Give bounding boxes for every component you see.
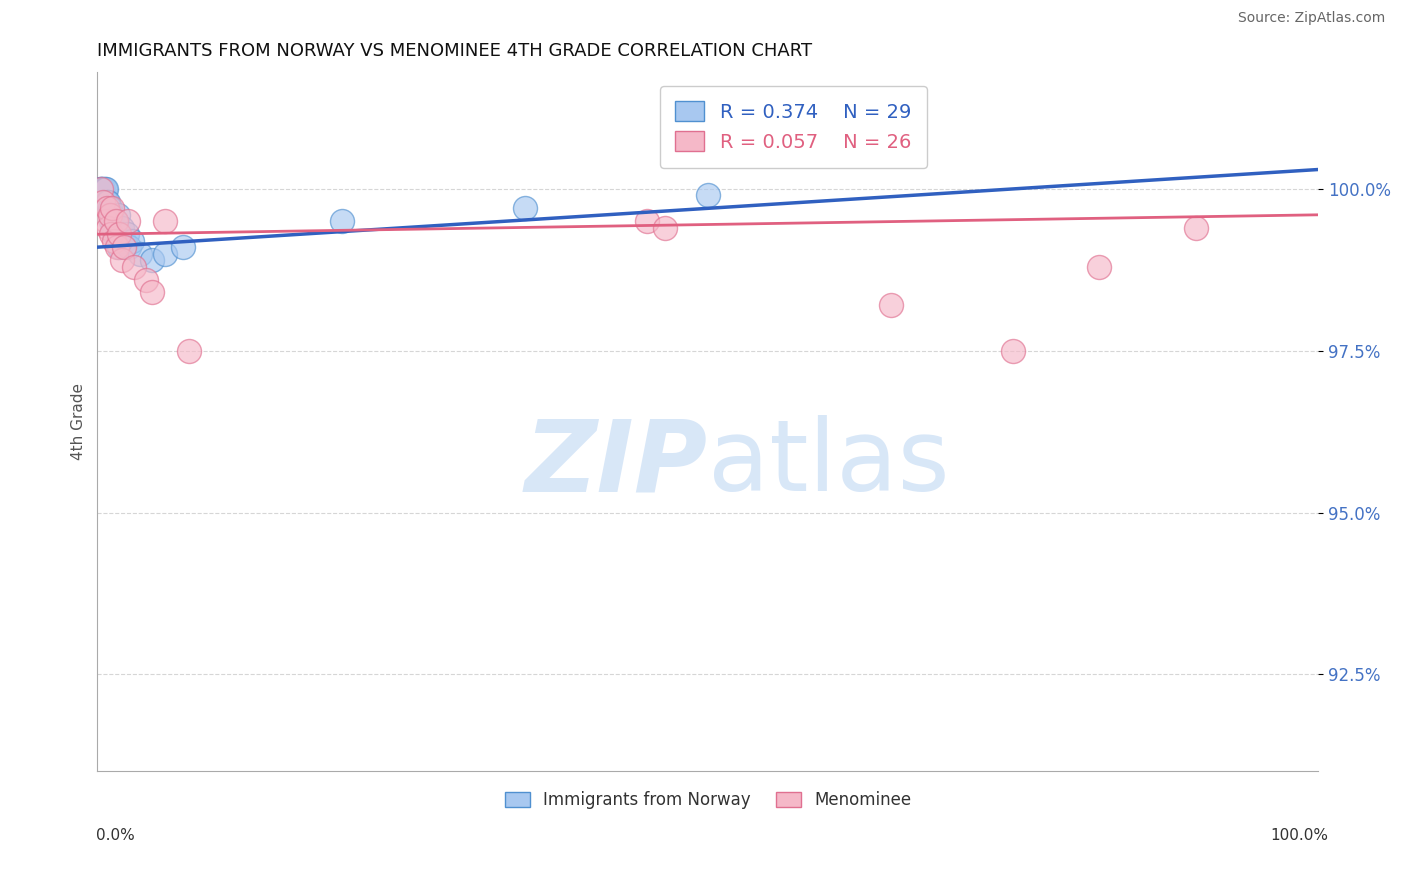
Point: [654, 220, 676, 235]
Point: [93, 182, 115, 196]
Point: [172, 240, 194, 254]
Point: [97, 194, 120, 209]
Text: 100.0%: 100.0%: [1271, 829, 1329, 843]
Point: [636, 214, 658, 228]
Point: [1185, 220, 1208, 235]
Point: [108, 227, 131, 242]
Point: [103, 234, 125, 248]
Point: [129, 246, 152, 260]
Text: IMMIGRANTS FROM NORWAY VS MENOMINEE 4TH GRADE CORRELATION CHART: IMMIGRANTS FROM NORWAY VS MENOMINEE 4TH …: [97, 42, 813, 60]
Point: [880, 298, 903, 312]
Point: [96, 194, 118, 209]
Point: [108, 240, 131, 254]
Point: [97, 220, 120, 235]
Point: [135, 272, 157, 286]
Y-axis label: 4th Grade: 4th Grade: [72, 384, 86, 460]
Point: [122, 260, 145, 274]
Point: [112, 234, 135, 248]
Point: [98, 208, 121, 222]
Text: Source: ZipAtlas.com: Source: ZipAtlas.com: [1237, 12, 1385, 25]
Text: ZIP: ZIP: [524, 416, 707, 512]
Point: [94, 214, 117, 228]
Point: [93, 194, 115, 209]
Point: [107, 208, 129, 222]
Point: [115, 227, 138, 242]
Point: [98, 202, 121, 216]
Point: [696, 188, 718, 202]
Point: [90, 182, 112, 196]
Point: [89, 182, 111, 196]
Point: [90, 182, 112, 196]
Point: [104, 214, 127, 228]
Point: [101, 202, 124, 216]
Point: [100, 227, 122, 242]
Point: [513, 202, 536, 216]
Point: [96, 202, 118, 216]
Point: [141, 253, 163, 268]
Point: [1087, 260, 1109, 274]
Point: [105, 227, 128, 242]
Point: [1002, 343, 1025, 358]
Point: [111, 220, 134, 235]
Point: [177, 343, 200, 358]
Point: [101, 208, 124, 222]
Point: [103, 227, 125, 242]
Legend: Immigrants from Norway, Menominee: Immigrants from Norway, Menominee: [498, 784, 918, 815]
Point: [141, 285, 163, 300]
Point: [117, 214, 139, 228]
Text: atlas: atlas: [707, 416, 949, 512]
Point: [93, 182, 115, 196]
Point: [100, 214, 122, 228]
Point: [153, 214, 176, 228]
Text: 0.0%: 0.0%: [96, 829, 135, 843]
Point: [112, 240, 135, 254]
Point: [330, 214, 353, 228]
Point: [153, 246, 176, 260]
Point: [111, 253, 134, 268]
Point: [94, 182, 117, 196]
Point: [91, 182, 114, 196]
Point: [104, 214, 127, 228]
Point: [103, 220, 125, 235]
Point: [118, 240, 141, 254]
Point: [121, 234, 143, 248]
Point: [105, 240, 128, 254]
